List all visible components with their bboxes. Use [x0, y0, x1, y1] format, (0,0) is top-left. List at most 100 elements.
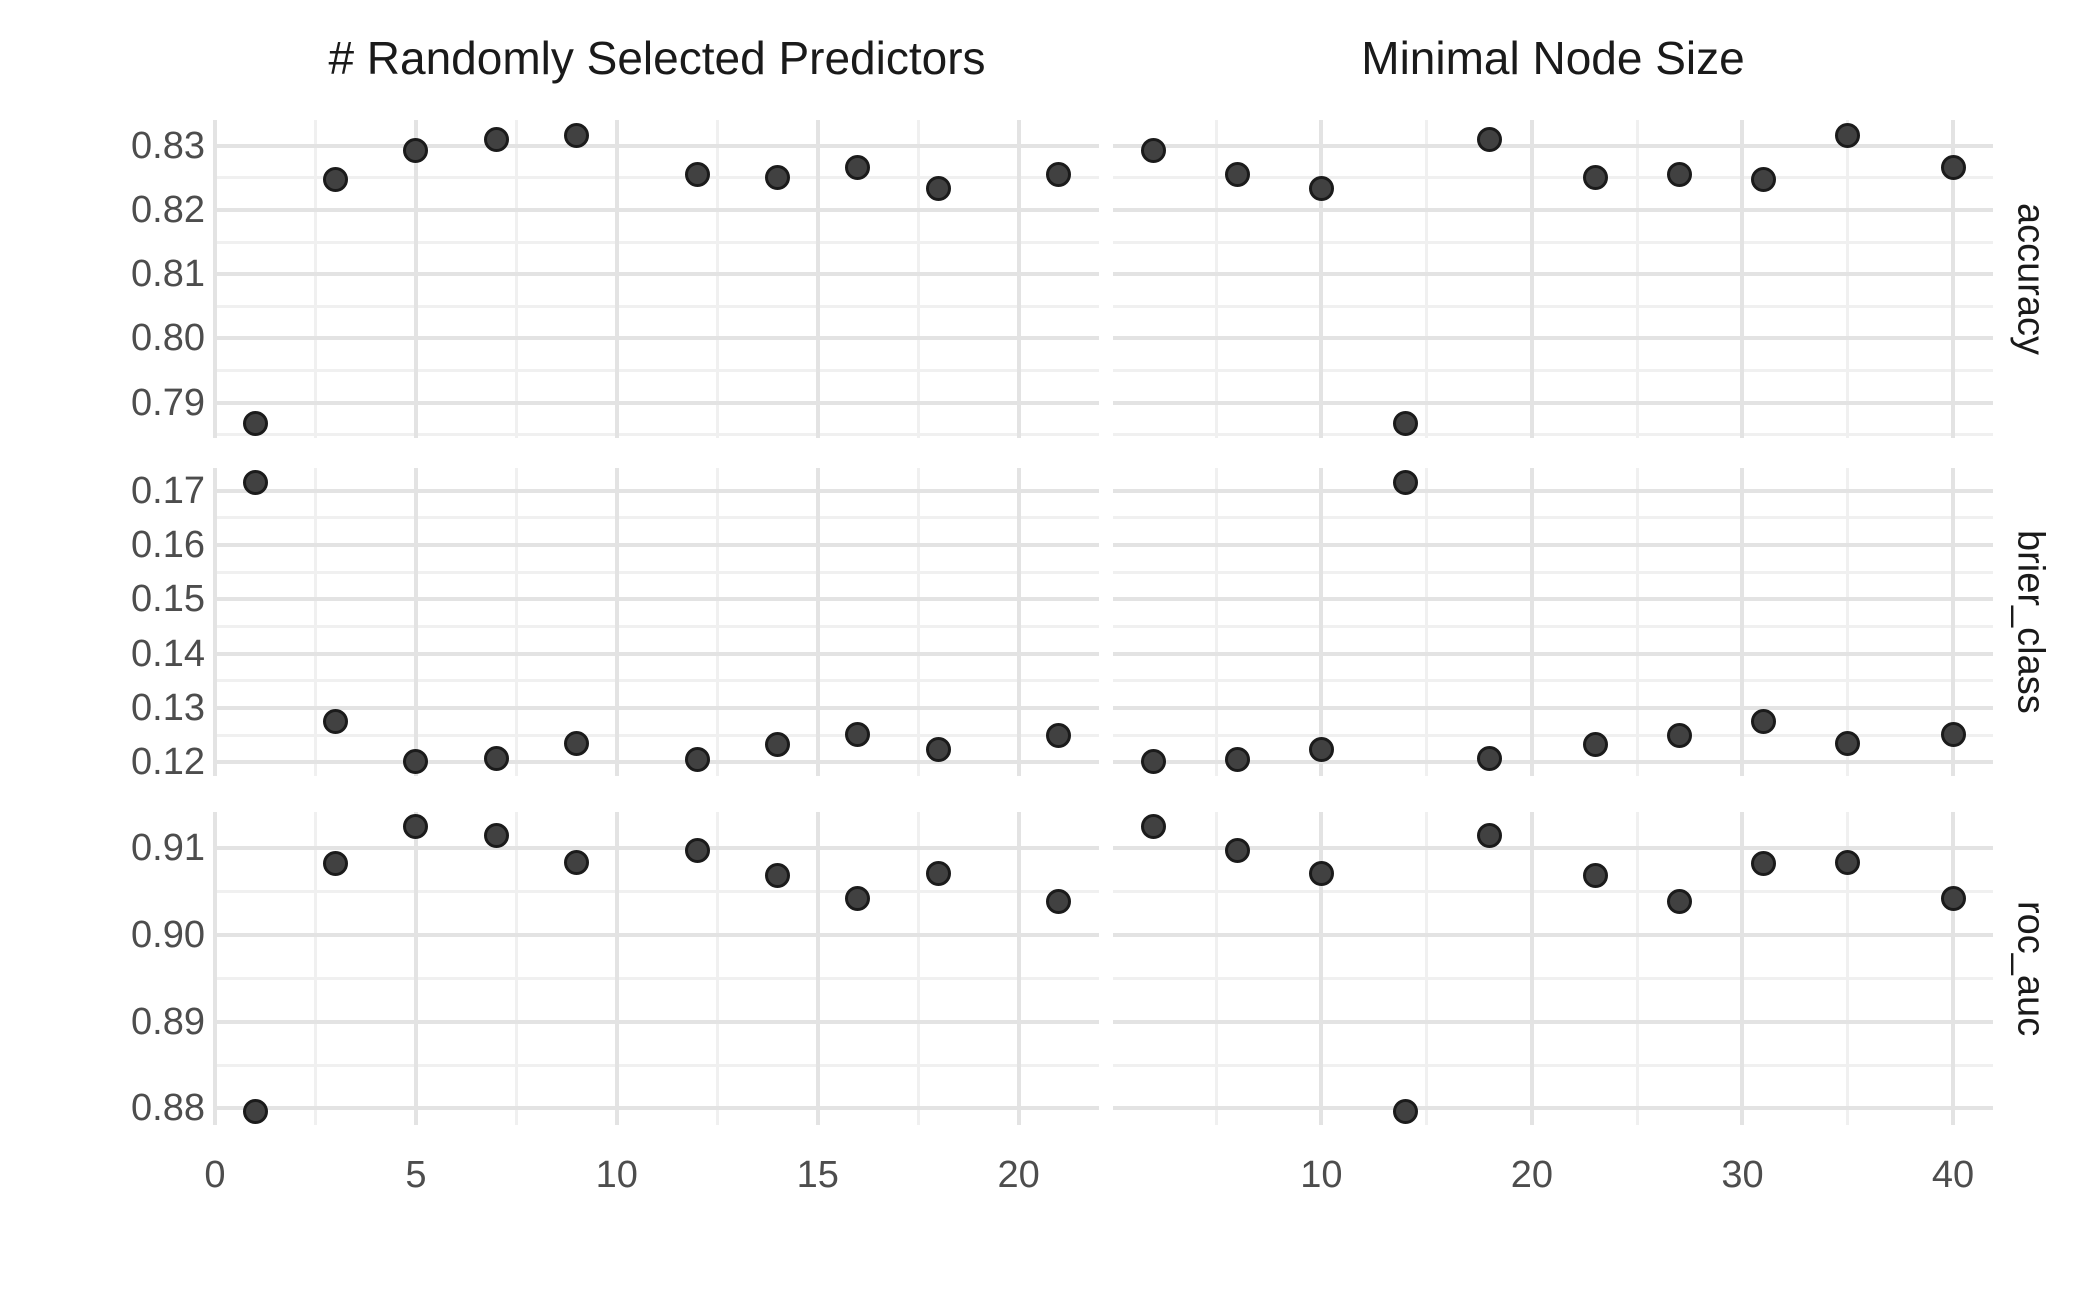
data-point [1046, 162, 1072, 188]
gridline-y-major [1113, 488, 1993, 493]
data-point [242, 1098, 268, 1124]
facet-column-title-mtry: # Randomly Selected Predictors [328, 32, 986, 84]
gridline-y-minor [1113, 1063, 1993, 1067]
x-axis-tick-label: 20 [997, 1154, 1040, 1196]
gridline-x-minor [916, 812, 920, 1125]
gridline-x-major [1529, 120, 1534, 438]
gridline-y-minor [215, 733, 1099, 737]
data-point [1140, 137, 1166, 163]
gridline-x-major [815, 120, 820, 438]
gridline-x-major [1951, 120, 1955, 438]
gridline-y-major [215, 760, 1099, 765]
data-point [1835, 122, 1861, 148]
gridline-x-major [1319, 120, 1324, 438]
panel-brier_class-mtry [213, 468, 1099, 776]
gridline-x-major [1016, 812, 1021, 1125]
gridline-x-minor [1214, 120, 1218, 438]
data-point [1477, 822, 1503, 848]
gridline-y-major [1113, 597, 1993, 602]
gridline-y-major [215, 1106, 1099, 1111]
gridline-y-minor [215, 516, 1099, 520]
gridline-x-minor [916, 468, 920, 776]
panel-accuracy-min_n [1113, 120, 1993, 438]
data-point [1477, 126, 1503, 152]
gridline-x-minor [1846, 468, 1850, 776]
gridline-y-minor [215, 976, 1099, 980]
data-point [1666, 162, 1692, 188]
gridline-x-major [614, 468, 619, 776]
gridline-x-major [614, 812, 619, 1125]
data-point [925, 176, 951, 202]
gridline-y-minor [1113, 570, 1993, 574]
data-point [483, 822, 509, 848]
gridline-y-minor [215, 304, 1099, 308]
gridline-x-major [614, 120, 619, 438]
data-point [925, 736, 951, 762]
y-axis-tick-label: 0.79 [131, 381, 205, 424]
data-point [403, 814, 429, 840]
data-point [1835, 849, 1861, 875]
data-point [1393, 410, 1419, 436]
gridline-x-major [1740, 120, 1745, 438]
data-point [564, 849, 590, 875]
gridline-y-major [1113, 1019, 1993, 1024]
gridline-x-major [1951, 468, 1955, 776]
facet-row-strip-accuracy: accuracy [2000, 120, 2060, 438]
gridline-x-minor [1425, 812, 1429, 1125]
data-point [1140, 748, 1166, 774]
gridline-y-minor [1113, 240, 1993, 244]
facet-row-strip-brier-class: brier_class [2000, 468, 2060, 776]
gridline-x-minor [1635, 120, 1639, 438]
data-point [1582, 164, 1608, 190]
data-point [1308, 176, 1334, 202]
gridline-x-minor [313, 120, 317, 438]
data-point [242, 410, 268, 436]
gridline-x-major [815, 468, 820, 776]
gridline-y-major [215, 597, 1099, 602]
gridline-y-major [1113, 760, 1993, 765]
gridline-x-major [413, 468, 418, 776]
data-point [1835, 731, 1861, 757]
gridline-y-major [1113, 143, 1993, 148]
gridline-y-minor [215, 889, 1099, 893]
gridline-y-minor [1113, 369, 1993, 373]
gridline-y-minor [215, 1063, 1099, 1067]
y-axis-tick-label: 0.15 [131, 578, 205, 621]
data-point [1224, 837, 1250, 863]
data-point [684, 746, 710, 772]
gridline-y-major [215, 272, 1099, 277]
data-point [1477, 745, 1503, 771]
gridline-y-minor [1113, 976, 1993, 980]
gridline-y-major [215, 932, 1099, 937]
gridline-x-major [413, 120, 418, 438]
data-point [1224, 162, 1250, 188]
gridline-x-major [1529, 812, 1534, 1125]
gridline-x-major [1319, 468, 1324, 776]
gridline-y-major [1113, 543, 1993, 548]
data-point [1582, 862, 1608, 888]
gridline-x-minor [1425, 120, 1429, 438]
x-axis-tick-label: 20 [1510, 1154, 1554, 1196]
gridline-x-major [213, 812, 217, 1125]
data-point [765, 862, 791, 888]
gridline-y-minor [1113, 733, 1993, 737]
data-point [564, 122, 590, 148]
y-axis-tick-label: 0.13 [131, 687, 205, 730]
y-axis-tick-label: 0.88 [131, 1087, 205, 1130]
gridline-y-major [1113, 706, 1993, 711]
x-axis-tick-label: 0 [204, 1154, 226, 1196]
x-axis-tick-label: 15 [796, 1154, 839, 1196]
gridline-y-minor [215, 570, 1099, 574]
gridline-y-minor [215, 369, 1099, 373]
gridline-x-major [413, 812, 418, 1125]
gridline-y-major [1113, 336, 1993, 341]
data-point [845, 885, 871, 911]
gridline-y-major [215, 488, 1099, 493]
data-point [1751, 166, 1777, 192]
facet-row-strip-roc-auc: roc_auc [2000, 812, 2060, 1125]
gridline-y-major [1113, 1106, 1993, 1111]
data-point [845, 155, 871, 181]
panel-roc_auc-min_n [1113, 812, 1993, 1125]
gridline-y-major [215, 143, 1099, 148]
